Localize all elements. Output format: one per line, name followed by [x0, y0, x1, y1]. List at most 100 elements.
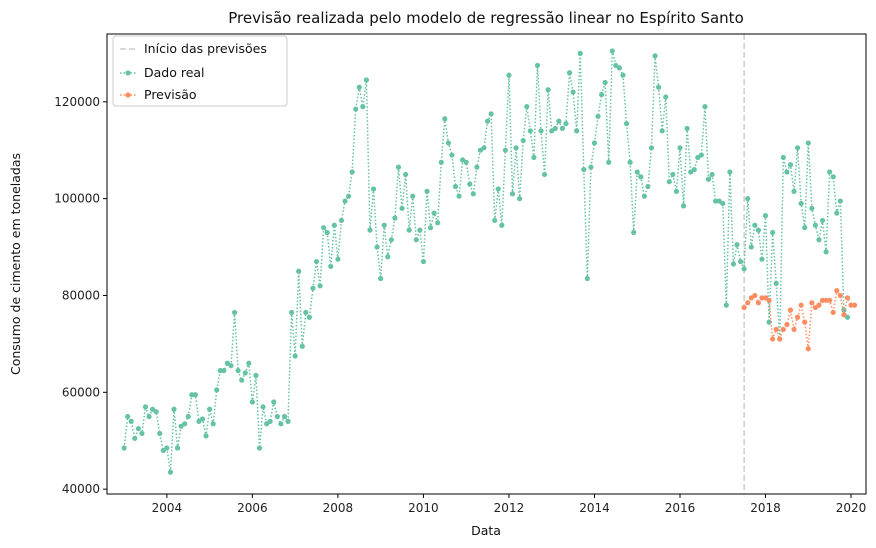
data-point-real: [623, 120, 630, 127]
data-point-real: [221, 367, 227, 374]
data-point-real: [157, 430, 163, 437]
series-layer: [121, 48, 858, 475]
data-point-real: [256, 445, 263, 451]
data-point-real: [435, 220, 441, 226]
data-point-real: [313, 258, 320, 265]
data-point-real: [424, 188, 430, 194]
legend-label-forecast-start: Início das previsões: [144, 41, 267, 56]
data-point-real: [338, 217, 345, 224]
data-point-forecast: [823, 297, 829, 303]
data-point-real: [495, 186, 501, 192]
data-point-forecast: [780, 326, 786, 332]
data-point-real: [406, 227, 412, 233]
data-point-real: [734, 242, 740, 248]
data-point-real: [442, 116, 448, 122]
data-point-real: [759, 256, 765, 262]
data-point-forecast: [805, 346, 811, 352]
data-point-real: [427, 225, 434, 231]
data-point-forecast: [848, 302, 854, 308]
data-point-real: [709, 171, 715, 178]
data-point-real: [328, 263, 334, 270]
data-point-forecast: [809, 300, 815, 306]
data-point-real: [691, 166, 697, 173]
data-point-real: [164, 445, 170, 451]
data-point-real: [581, 166, 587, 173]
data-point-real: [182, 421, 188, 427]
data-point-real: [303, 309, 309, 316]
data-point-real: [609, 48, 615, 54]
data-point-real: [470, 191, 476, 197]
y-tick-label: 80000: [62, 288, 100, 302]
legend: Início das previsões Dado real Previsão: [112, 35, 288, 107]
data-point-real: [645, 183, 651, 190]
data-point-real: [310, 285, 316, 291]
data-point-real: [321, 225, 327, 231]
legend-label-forecast: Previsão: [144, 87, 197, 102]
data-point-real: [556, 118, 562, 124]
data-point-real: [171, 406, 177, 412]
data-point-real: [552, 125, 558, 132]
data-point-real: [531, 154, 537, 161]
data-point-real: [566, 70, 573, 76]
data-point-real: [203, 433, 209, 439]
data-point-forecast: [784, 321, 790, 328]
data-point-real: [399, 205, 405, 211]
data-point-real: [484, 118, 491, 124]
data-point-real: [388, 237, 394, 243]
data-point-real: [720, 200, 726, 207]
data-point-real: [834, 210, 840, 216]
data-point-real: [214, 387, 220, 393]
x-tick-label: 2016: [665, 501, 696, 515]
legend-frame: [112, 35, 288, 107]
data-point-real: [524, 104, 530, 110]
data-point-real: [641, 193, 647, 199]
data-point-real: [299, 343, 305, 349]
data-point-real: [517, 196, 523, 202]
data-point-real: [278, 421, 284, 427]
data-point-real: [346, 193, 352, 199]
data-point-real: [306, 314, 312, 320]
data-point-real: [770, 229, 776, 236]
x-tick-label: 2004: [152, 501, 183, 515]
data-point-real: [410, 193, 416, 199]
data-point-real: [153, 409, 159, 415]
data-point-real: [363, 77, 370, 83]
data-point-real: [656, 84, 662, 90]
data-point-real: [805, 140, 811, 146]
data-point-real: [467, 181, 473, 187]
data-point-real: [713, 198, 719, 204]
data-point-real: [370, 186, 377, 192]
data-point-forecast: [770, 336, 776, 342]
y-axis-title: Consumo de cimento em toneladas: [8, 153, 23, 375]
data-point-real: [631, 229, 637, 236]
data-point-forecast: [752, 292, 758, 299]
plot-frame: [106, 33, 867, 495]
data-point-real: [281, 413, 288, 420]
data-point-real: [648, 145, 655, 151]
data-point-real: [620, 72, 626, 78]
data-point-real: [802, 225, 808, 231]
data-point-forecast: [741, 304, 747, 311]
data-point-forecast: [841, 312, 847, 318]
data-point-forecast: [777, 336, 783, 342]
data-point-real: [417, 227, 423, 233]
data-point-real: [392, 215, 398, 221]
data-point-real: [452, 183, 459, 190]
data-point-real: [809, 205, 815, 211]
data-point-real: [794, 145, 801, 151]
data-point-real: [132, 435, 138, 441]
data-point-real: [752, 222, 758, 228]
data-point-forecast: [791, 326, 797, 332]
data-point-real: [627, 159, 633, 165]
data-point-real: [125, 413, 131, 420]
y-tick-label: 40000: [62, 482, 100, 496]
data-point-real: [356, 84, 362, 90]
data-point-real: [217, 367, 223, 374]
data-point-real: [207, 406, 213, 412]
data-point-real: [837, 198, 843, 204]
data-point-real: [342, 198, 348, 204]
x-tick-label: 2006: [237, 501, 268, 515]
y-tick-label: 100000: [54, 192, 100, 206]
data-point-real: [367, 227, 373, 233]
